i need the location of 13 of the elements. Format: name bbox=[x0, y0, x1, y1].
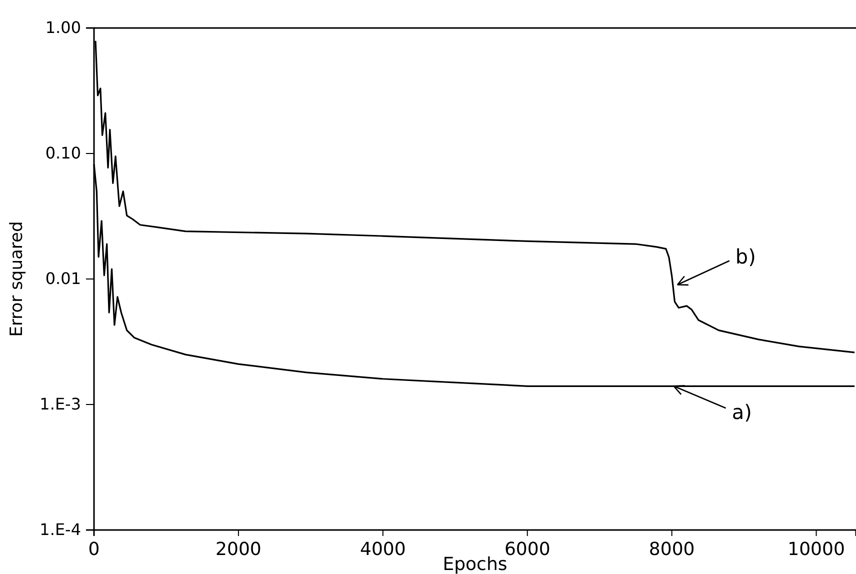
annotation: b) bbox=[735, 244, 756, 269]
y-tick-label: 0.01 bbox=[45, 269, 81, 288]
x-tick-label: 0 bbox=[88, 539, 100, 560]
x-tick-label: 10000 bbox=[788, 539, 845, 560]
y-tick-label: 0.10 bbox=[45, 144, 81, 163]
annotation: a) bbox=[732, 400, 752, 424]
y-tick-label: 1.E-4 bbox=[40, 520, 81, 540]
x-tick-label: 2000 bbox=[216, 539, 262, 560]
y-tick-label: 1.E-3 bbox=[40, 394, 81, 414]
y-tick-label: 1.00 bbox=[45, 18, 81, 38]
x-tick-label: 4000 bbox=[360, 539, 406, 560]
y-axis-title: Error squared bbox=[7, 221, 27, 337]
x-tick-label: 8000 bbox=[648, 539, 695, 560]
